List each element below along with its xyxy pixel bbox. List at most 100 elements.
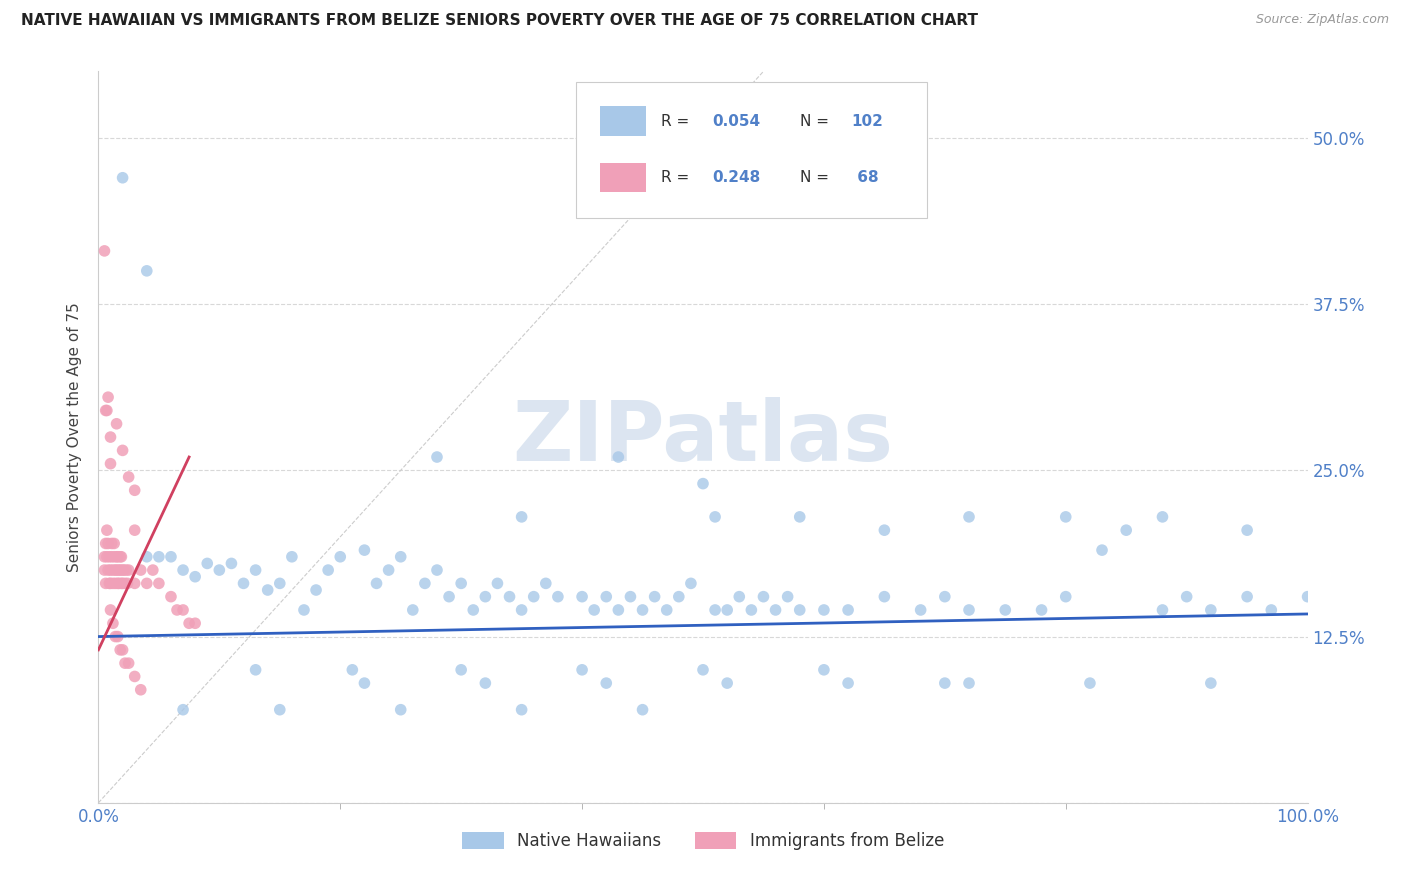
Point [93,549,115,564]
Point [813,663,835,677]
Text: 0.054: 0.054 [713,113,761,128]
Text: NATIVE HAWAIIAN VS IMMIGRANTS FROM BELIZE SENIORS POVERTY OVER THE AGE OF 75 COR: NATIVE HAWAIIAN VS IMMIGRANTS FROM BELIZ… [21,13,979,29]
Point [957,603,980,617]
Point [93,244,115,258]
Point [172,603,194,617]
Point [269,576,291,591]
Point [1054,509,1077,524]
Point [377,563,399,577]
Point [463,603,485,617]
Point [607,450,630,464]
Point [124,483,146,498]
Point [179,616,201,631]
Point [221,557,243,571]
Point [679,576,702,591]
Point [413,576,436,591]
Point [534,576,557,591]
Point [107,630,129,644]
Point [135,264,157,278]
Point [402,603,425,617]
Point [111,563,134,577]
Point [98,576,121,591]
Point [389,549,412,564]
Point [117,576,139,591]
Text: R =: R = [661,113,693,128]
Point [1054,590,1077,604]
Point [118,470,141,484]
Point [96,549,118,564]
Point [498,590,520,604]
Point [101,563,124,577]
Text: 0.248: 0.248 [713,169,761,185]
Point [619,590,641,604]
Point [389,703,412,717]
Point [269,703,291,717]
Point [571,590,593,604]
Point [124,523,146,537]
Point [776,590,799,604]
Point [607,603,630,617]
Point [1199,676,1222,690]
Point [172,563,194,577]
Point [94,403,117,417]
Point [910,603,932,617]
Point [108,643,131,657]
Point [184,570,207,584]
Point [353,676,375,690]
Point [1152,603,1174,617]
Point [135,549,157,564]
Point [1152,509,1174,524]
Point [728,590,751,604]
Point [1091,543,1114,558]
Point [108,576,131,591]
Point [112,563,135,577]
Point [644,590,666,604]
Point [100,549,122,564]
Point [668,590,690,604]
Point [474,676,496,690]
Point [94,576,117,591]
Point [100,457,122,471]
Point [111,576,134,591]
Point [166,603,188,617]
Point [118,563,141,577]
Point [789,509,811,524]
Point [1236,590,1258,604]
Point [97,390,120,404]
Point [426,450,449,464]
Point [96,403,118,417]
Point [97,536,120,550]
Point [93,563,115,577]
Point [110,549,132,564]
Point [103,549,125,564]
Point [148,549,170,564]
Text: 102: 102 [852,113,883,128]
Point [510,603,533,617]
Point [184,616,207,631]
Point [583,603,606,617]
Point [752,590,775,604]
Point [129,563,152,577]
Point [873,523,896,537]
Point [111,170,134,185]
Point [108,563,131,577]
Point [148,576,170,591]
Point [292,603,315,617]
Point [101,616,124,631]
Point [486,576,509,591]
Point [96,523,118,537]
Point [104,563,127,577]
Point [160,549,183,564]
Point [305,582,328,597]
Point [704,509,727,524]
Point [571,663,593,677]
Point [245,563,267,577]
Point [129,682,152,697]
Point [957,509,980,524]
Point [110,576,132,591]
Y-axis label: Seniors Poverty Over the Age of 75: Seniors Poverty Over the Age of 75 [67,302,83,572]
Point [281,549,304,564]
Point [595,590,617,604]
Point [450,576,472,591]
Point [135,576,157,591]
